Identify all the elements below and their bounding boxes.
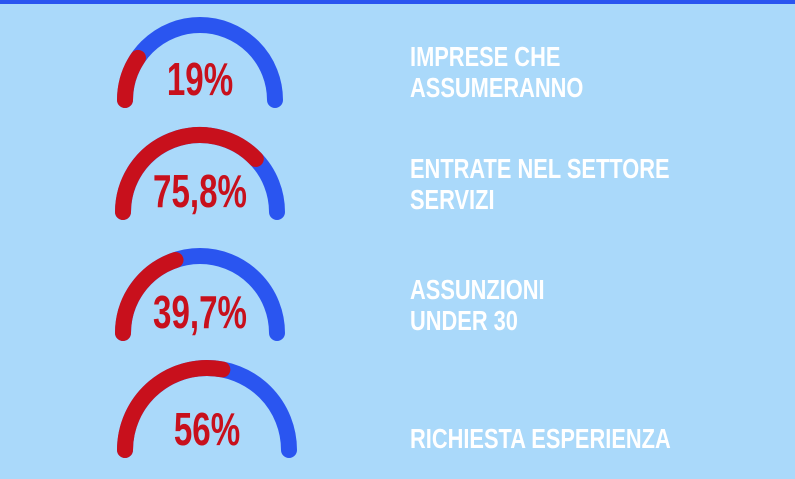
gauge-title: SERVIZI xyxy=(410,184,495,215)
gauge-value xyxy=(115,251,184,341)
gauge-value-label: 56% xyxy=(174,405,240,455)
gauge-value xyxy=(115,127,264,220)
gauge-value xyxy=(117,360,231,458)
gauge-title: IMPRESE CHE xyxy=(410,41,560,72)
gauge-title: UNDER 30 xyxy=(410,305,518,336)
gauge-value-label: 39,7% xyxy=(153,288,247,338)
gauge-value-label: 75,8% xyxy=(153,167,247,217)
gauge-title: ENTRATE NEL SETTORE xyxy=(410,153,670,184)
gauge-value-label: 19% xyxy=(167,55,233,105)
top-border xyxy=(0,0,795,4)
gauge-title: RICHIESTA ESPERIENZA xyxy=(410,423,671,454)
gauge-value xyxy=(117,49,146,108)
gauge-title: ASSUMERANNO xyxy=(410,72,583,103)
gauge-title: ASSUNZIONI xyxy=(410,274,545,305)
